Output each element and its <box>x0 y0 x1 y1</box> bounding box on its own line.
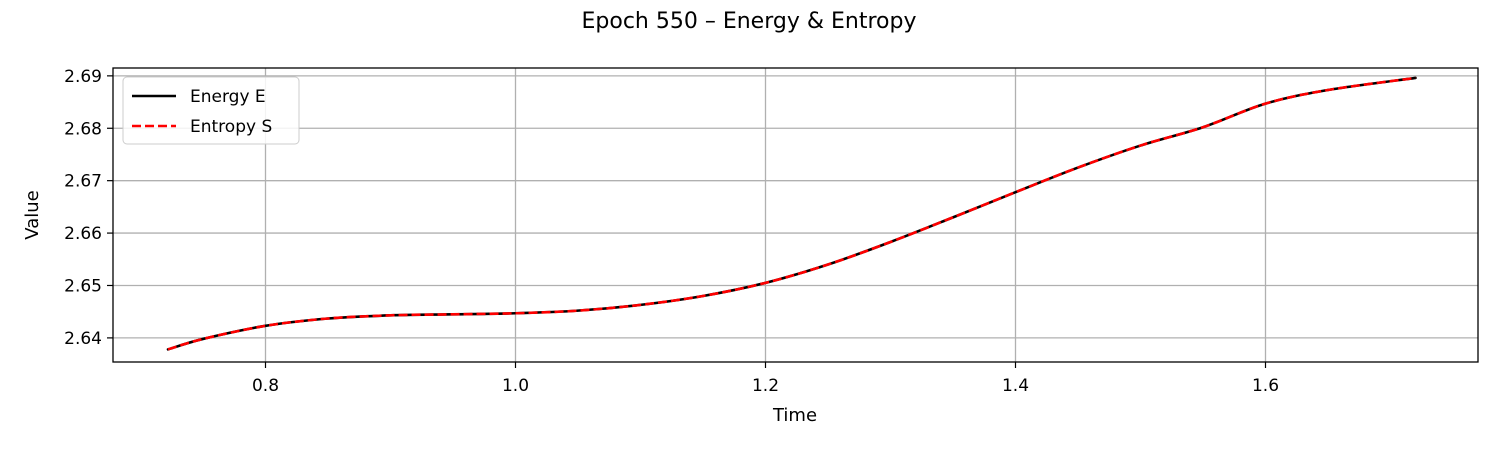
x-tick-label: 1.6 <box>1252 376 1279 396</box>
x-tick-label: 1.2 <box>752 376 779 396</box>
series-line-entropy <box>167 76 1416 351</box>
x-axis-label: Time <box>772 405 817 426</box>
chart-title: Epoch 550 – Energy & Entropy <box>582 9 917 34</box>
grid <box>113 68 1478 362</box>
y-tick-label: 2.69 <box>64 67 102 87</box>
x-tick-label: 0.8 <box>252 376 279 396</box>
y-tick-label: 2.66 <box>64 224 102 244</box>
y-tick-label: 2.68 <box>64 119 102 139</box>
y-tick-label: 2.64 <box>64 329 102 349</box>
plot-frame <box>112 67 1479 363</box>
legend-label-entropy: Entropy S <box>190 117 272 137</box>
y-axis-ticks: 2.64 2.65 2.66 2.67 2.68 2.69 <box>64 67 113 349</box>
series-layer <box>166 76 1417 351</box>
x-tick-label: 1.0 <box>502 376 529 396</box>
y-tick-label: 2.65 <box>64 276 102 296</box>
legend: Energy E Entropy S <box>122 76 300 145</box>
x-axis-ticks: 0.8 1.0 1.2 1.4 1.6 <box>252 362 1279 396</box>
legend-label-energy: Energy E <box>190 87 266 107</box>
y-axis-label: Value <box>22 190 43 239</box>
x-tick-label: 1.4 <box>1002 376 1029 396</box>
y-tick-label: 2.67 <box>64 172 102 192</box>
